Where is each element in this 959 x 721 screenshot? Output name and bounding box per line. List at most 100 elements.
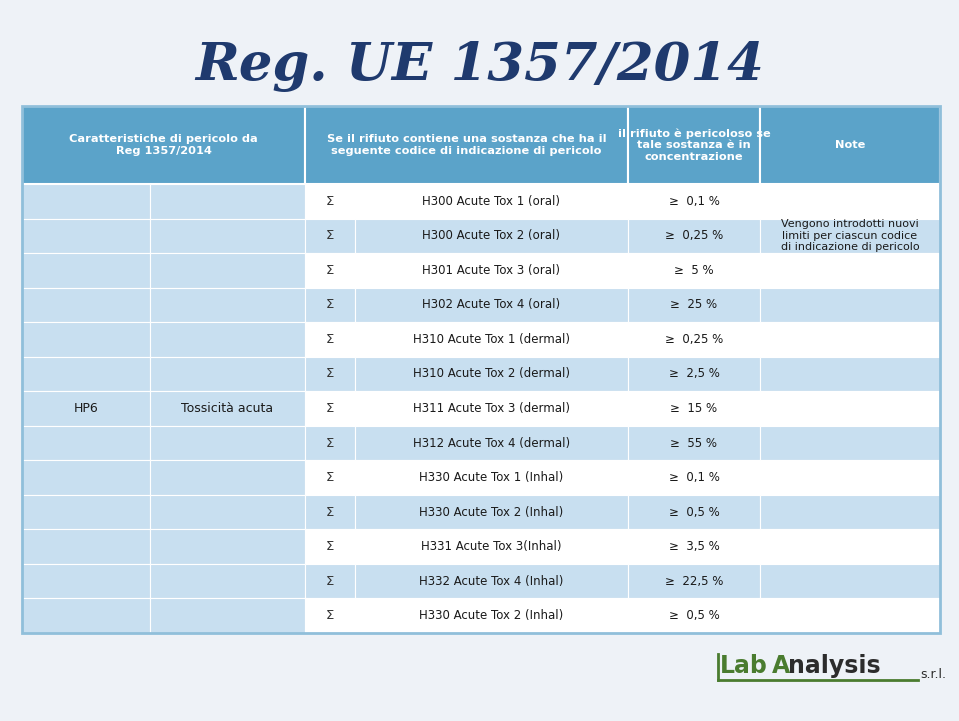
Text: H332 Acute Tox 4 (Inhal): H332 Acute Tox 4 (Inhal) [419,575,564,588]
Bar [305,495,355,529]
Bar [150,598,305,633]
Text: Tossicità acuta: Tossicità acuta [181,402,273,415]
Bar [355,598,628,633]
Text: ≥  3,5 %: ≥ 3,5 % [668,540,719,553]
Bar [628,357,760,392]
Text: Σ: Σ [326,609,334,622]
Bar [150,288,305,322]
Bar [760,529,940,564]
Bar [760,218,940,253]
Bar [305,184,355,218]
Bar [628,184,760,218]
Text: H301 Acute Tox 3 (oral): H301 Acute Tox 3 (oral) [423,264,560,277]
Text: Note: Note [835,140,865,150]
Bar [22,106,940,633]
Bar [150,322,305,357]
Bar [150,184,305,218]
Bar [355,357,628,392]
Text: A: A [772,654,790,678]
Bar [22,218,150,253]
Bar [22,564,150,598]
Bar [305,357,355,392]
Bar [22,288,150,322]
Bar [628,106,760,184]
Bar [305,529,355,564]
Text: Σ: Σ [326,229,334,242]
Bar [22,529,150,564]
Bar [150,495,305,529]
Text: ≥  0,5 %: ≥ 0,5 % [668,609,719,622]
Bar [305,426,355,460]
Bar [355,495,628,529]
Bar [628,253,760,288]
Bar [355,529,628,564]
Text: Σ: Σ [326,575,334,588]
Text: ≥  0,1 %: ≥ 0,1 % [668,195,719,208]
Bar [305,460,355,495]
Text: ≥  5 %: ≥ 5 % [674,264,713,277]
Bar [355,253,628,288]
Text: nalysis: nalysis [788,654,880,678]
Bar [22,106,305,184]
Bar [628,598,760,633]
Text: ≥  22,5 %: ≥ 22,5 % [665,575,723,588]
Text: Caratteristiche di pericolo da
Reg 1357/2014: Caratteristiche di pericolo da Reg 1357/… [69,134,258,156]
Bar [760,322,940,357]
Bar [628,218,760,253]
Bar [760,564,940,598]
Text: Σ: Σ [326,195,334,208]
Text: ≥  0,5 %: ≥ 0,5 % [668,505,719,518]
Text: ≥  0,25 %: ≥ 0,25 % [665,333,723,346]
Bar [150,392,305,426]
Bar [760,106,940,184]
Bar [760,426,940,460]
Bar [760,392,940,426]
Bar [305,564,355,598]
Bar [305,218,355,253]
Bar [22,322,150,357]
Bar [760,460,940,495]
Text: il rifiuto è pericoloso se
tale sostanza è in
concentrazione: il rifiuto è pericoloso se tale sostanza… [618,128,770,162]
Text: H310 Acute Tox 1 (dermal): H310 Acute Tox 1 (dermal) [413,333,570,346]
Bar [22,253,150,288]
Text: Σ: Σ [326,298,334,311]
Text: Σ: Σ [326,540,334,553]
Text: H331 Acute Tox 3(Inhal): H331 Acute Tox 3(Inhal) [421,540,562,553]
Bar [355,392,628,426]
Bar [628,495,760,529]
Bar [628,288,760,322]
Bar [305,288,355,322]
Text: H300 Acute Tox 2 (oral): H300 Acute Tox 2 (oral) [423,229,560,242]
Bar [150,529,305,564]
Bar [355,184,628,218]
Bar [760,253,940,288]
Bar [760,598,940,633]
Bar [22,426,150,460]
Bar [628,460,760,495]
Bar [628,529,760,564]
Bar [150,564,305,598]
Text: ≥  25 %: ≥ 25 % [670,298,717,311]
Bar [305,106,628,184]
Bar [760,184,940,218]
Bar [22,598,150,633]
Bar [355,288,628,322]
Text: Vengono introdotti nuovi
limiti per ciascun codice
di indicazione di pericolo: Vengono introdotti nuovi limiti per cias… [781,219,920,252]
Text: Lab: Lab [720,654,768,678]
Text: H312 Acute Tox 4 (dermal): H312 Acute Tox 4 (dermal) [413,436,570,449]
Text: H330 Acute Tox 2 (Inhal): H330 Acute Tox 2 (Inhal) [419,505,564,518]
Bar [22,392,150,426]
Text: H330 Acute Tox 1 (Inhal): H330 Acute Tox 1 (Inhal) [419,471,564,484]
Bar [355,426,628,460]
Text: Se il rifiuto contiene una sostanza che ha il
seguente codice di indicazione di : Se il rifiuto contiene una sostanza che … [327,134,606,156]
Text: ≥  0,1 %: ≥ 0,1 % [668,471,719,484]
Bar [150,426,305,460]
Text: Reg. UE 1357/2014: Reg. UE 1357/2014 [195,41,764,92]
Bar [22,460,150,495]
Bar [628,392,760,426]
Bar [305,392,355,426]
Bar [22,184,150,218]
Text: Σ: Σ [326,402,334,415]
Bar [628,322,760,357]
Text: ≥  15 %: ≥ 15 % [670,402,717,415]
